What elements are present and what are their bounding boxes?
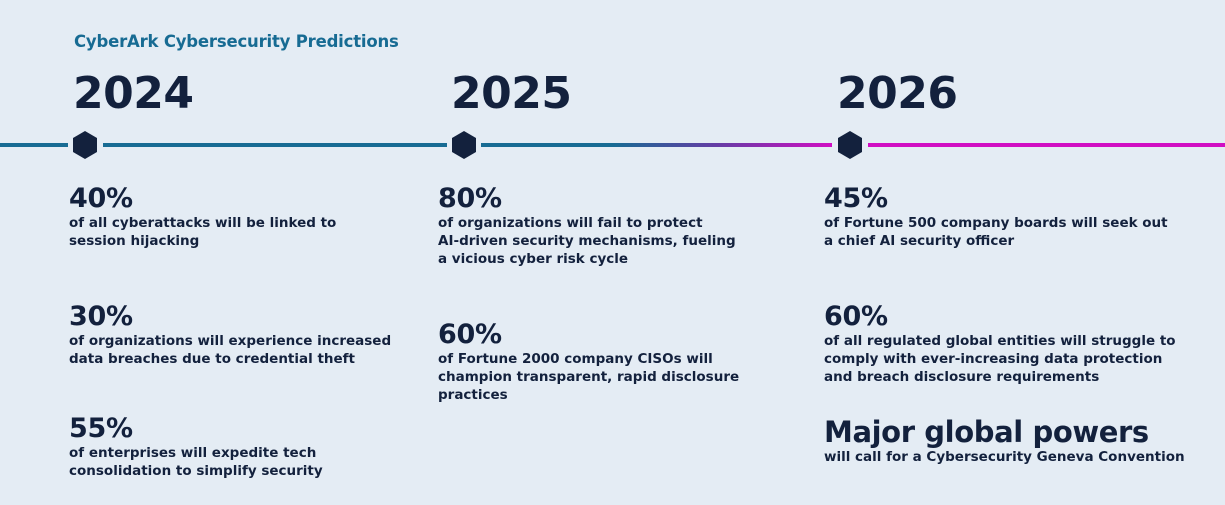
year-2025-heading: 2025 [451, 68, 572, 119]
timeline-line-2 [103, 143, 447, 147]
stat-block: 80% of organizations will fail to protec… [438, 184, 739, 268]
stat-description: of organizations will experience increas… [69, 333, 392, 367]
timeline-line-3 [481, 143, 832, 147]
stat-value: 55% [69, 413, 133, 444]
year-2024-heading: 2024 [73, 68, 194, 119]
stat-block: 30% of organizations will experience inc… [69, 302, 391, 368]
hexagon-marker-2026 [838, 131, 862, 159]
stat-description: will call for a Cybersecurity Geneva Con… [824, 449, 1185, 465]
hexagon-marker-2025 [452, 131, 476, 159]
stat-description: of Fortune 2000 company CISOs will champ… [438, 351, 740, 403]
stat-block: 60% of Fortune 2000 company CISOs will c… [438, 320, 739, 404]
stat-value: 45% [824, 183, 888, 214]
stat-value: 40% [69, 183, 133, 214]
stat-block: 60% of all regulated global entities wil… [824, 302, 1185, 386]
stat-value: 60% [824, 301, 888, 332]
column-2024: 40% of all cyberattacks will be linked t… [69, 184, 391, 480]
stat-value: 80% [438, 183, 502, 214]
stat-description: of all cyberattacks will be linked to se… [69, 215, 337, 249]
stat-headline: Major global powers [824, 415, 1149, 449]
timeline [0, 131, 1225, 159]
hexagon-marker-2024 [73, 131, 97, 159]
timeline-line-1 [0, 143, 68, 147]
column-2026: 45% of Fortune 500 company boards will s… [824, 184, 1185, 466]
stat-description: of Fortune 500 company boards will seek … [824, 215, 1168, 249]
stat-description: of all regulated global entities will st… [824, 333, 1176, 385]
stat-block: 45% of Fortune 500 company boards will s… [824, 184, 1185, 250]
stat-value: 30% [69, 301, 133, 332]
stat-block: Major global powers will call for a Cybe… [824, 416, 1185, 466]
stat-block: 55% of enterprises will expedite tech co… [69, 414, 391, 480]
timeline-line-4 [868, 143, 1225, 147]
page-title: CyberArk Cybersecurity Predictions [74, 32, 399, 51]
column-2025: 80% of organizations will fail to protec… [438, 184, 739, 404]
stat-value: 60% [438, 319, 502, 350]
stat-block: 40% of all cyberattacks will be linked t… [69, 184, 391, 250]
stat-description: of enterprises will expedite tech consol… [69, 445, 323, 479]
stat-description: of organizations will fail to protect AI… [438, 215, 736, 267]
year-2026-heading: 2026 [837, 68, 958, 119]
